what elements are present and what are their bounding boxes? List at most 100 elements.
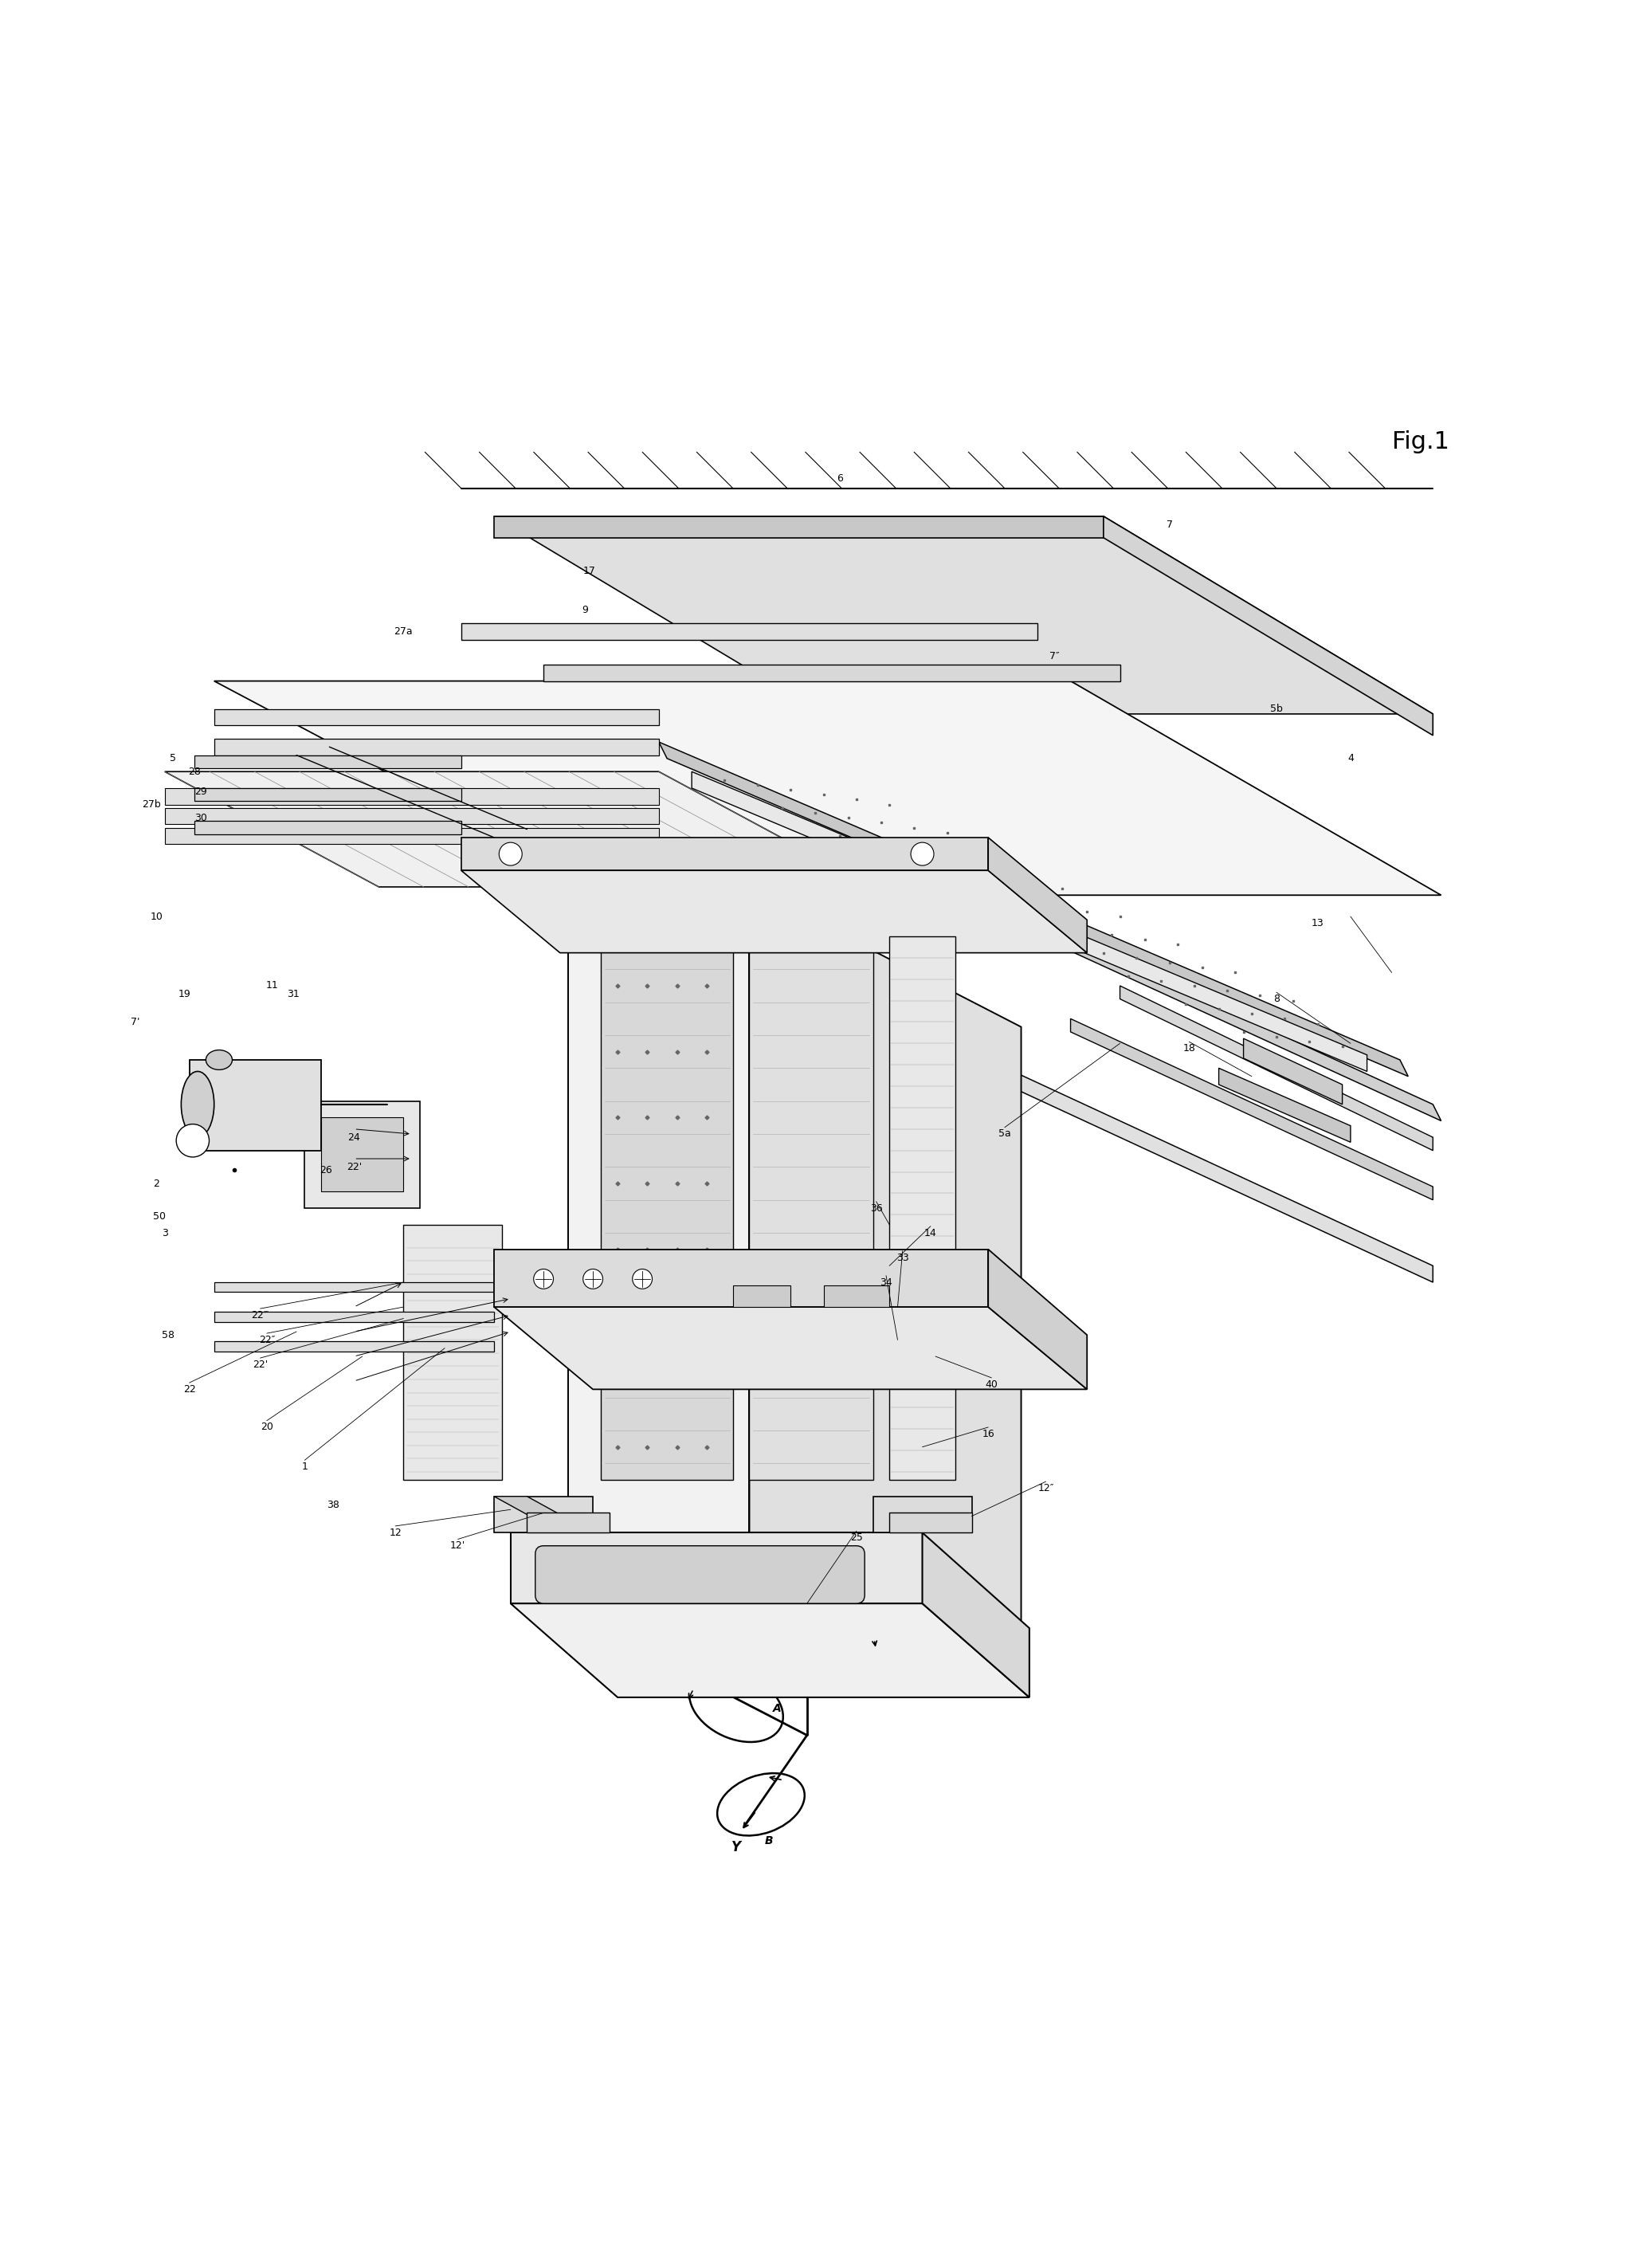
Text: 8: 8 — [1273, 993, 1280, 1005]
Text: 9: 9 — [581, 606, 588, 615]
Polygon shape — [194, 821, 461, 835]
Polygon shape — [988, 1250, 1087, 1390]
Text: 12': 12' — [450, 1540, 466, 1551]
Text: 20: 20 — [260, 1422, 273, 1433]
Polygon shape — [873, 1497, 972, 1533]
Text: 13: 13 — [1311, 919, 1324, 928]
Polygon shape — [749, 912, 873, 1481]
Text: 28: 28 — [188, 767, 201, 778]
Polygon shape — [922, 871, 1441, 1120]
Text: 7″: 7″ — [1049, 651, 1059, 662]
Text: 17: 17 — [583, 565, 596, 576]
Polygon shape — [568, 887, 749, 1533]
Text: 10: 10 — [150, 912, 163, 921]
Text: 38: 38 — [326, 1499, 339, 1510]
Polygon shape — [1071, 1018, 1433, 1200]
Text: 7: 7 — [1166, 519, 1173, 531]
Text: B: B — [764, 1835, 774, 1846]
Polygon shape — [1219, 1068, 1351, 1143]
Circle shape — [911, 841, 934, 866]
Text: 22': 22' — [346, 1161, 362, 1173]
Polygon shape — [214, 739, 659, 755]
Text: 2: 2 — [153, 1179, 160, 1188]
Polygon shape — [214, 1281, 494, 1293]
Text: 6: 6 — [837, 474, 843, 483]
Polygon shape — [1243, 1039, 1342, 1105]
Text: 16: 16 — [982, 1429, 995, 1438]
Circle shape — [583, 1270, 603, 1288]
Polygon shape — [494, 1306, 1087, 1390]
Polygon shape — [1103, 517, 1433, 735]
Polygon shape — [511, 1533, 922, 1603]
Polygon shape — [511, 1603, 1029, 1696]
Text: 27a: 27a — [394, 626, 413, 637]
Polygon shape — [692, 771, 1367, 1070]
Ellipse shape — [181, 1070, 214, 1136]
Polygon shape — [988, 837, 1087, 953]
Text: 14: 14 — [924, 1227, 937, 1238]
Text: 36: 36 — [870, 1202, 883, 1213]
Text: 34: 34 — [879, 1277, 893, 1288]
Polygon shape — [461, 837, 988, 871]
Polygon shape — [988, 1059, 1433, 1281]
Polygon shape — [214, 1311, 494, 1322]
Text: Y: Y — [731, 1839, 741, 1855]
Text: 33: 33 — [896, 1252, 909, 1263]
Circle shape — [499, 841, 522, 866]
Text: X: X — [682, 1672, 692, 1687]
Polygon shape — [922, 1533, 1029, 1696]
Polygon shape — [165, 807, 659, 823]
Text: 5: 5 — [170, 753, 176, 764]
Polygon shape — [461, 624, 1038, 640]
Text: Z: Z — [822, 1603, 832, 1617]
Polygon shape — [461, 871, 1087, 953]
Text: 58: 58 — [161, 1329, 175, 1340]
Text: 3: 3 — [161, 1227, 168, 1238]
Polygon shape — [194, 755, 461, 769]
Circle shape — [176, 1125, 209, 1157]
Circle shape — [534, 1270, 553, 1288]
Polygon shape — [189, 1059, 321, 1150]
Text: 30: 30 — [194, 812, 208, 823]
Text: 22: 22 — [183, 1383, 196, 1395]
Text: 26: 26 — [320, 1166, 333, 1175]
Polygon shape — [305, 1100, 420, 1209]
Polygon shape — [494, 517, 1433, 714]
Polygon shape — [749, 887, 1021, 1644]
Text: 11: 11 — [265, 980, 278, 991]
Text: 12″: 12″ — [1038, 1483, 1054, 1492]
Polygon shape — [889, 937, 955, 1481]
Text: 22': 22' — [252, 1359, 268, 1370]
Polygon shape — [321, 1118, 404, 1191]
Polygon shape — [404, 1225, 502, 1481]
Text: A: A — [772, 1703, 782, 1715]
Polygon shape — [527, 1513, 609, 1533]
Polygon shape — [214, 1343, 494, 1352]
Text: Fig.1: Fig.1 — [1392, 431, 1449, 454]
Polygon shape — [494, 1497, 593, 1533]
Text: 27b: 27b — [142, 798, 161, 810]
Text: 5a: 5a — [998, 1129, 1011, 1139]
Polygon shape — [165, 787, 659, 805]
Circle shape — [632, 1270, 652, 1288]
Polygon shape — [214, 710, 659, 726]
Text: 12: 12 — [389, 1526, 402, 1538]
Polygon shape — [601, 912, 733, 1481]
Polygon shape — [494, 1250, 988, 1306]
Text: 1: 1 — [301, 1461, 308, 1472]
Text: 19: 19 — [178, 989, 191, 1000]
Polygon shape — [165, 828, 659, 844]
Polygon shape — [494, 1497, 593, 1533]
Polygon shape — [889, 1513, 972, 1533]
Polygon shape — [165, 771, 873, 887]
Polygon shape — [194, 787, 461, 801]
Text: 22″: 22″ — [259, 1336, 275, 1345]
Polygon shape — [214, 680, 1441, 896]
Text: 24: 24 — [348, 1132, 361, 1143]
Text: C: C — [881, 1637, 888, 1649]
Polygon shape — [824, 1286, 889, 1306]
Text: 5b: 5b — [1270, 703, 1283, 714]
Text: 31: 31 — [287, 989, 300, 1000]
Polygon shape — [733, 1286, 791, 1306]
Text: 4: 4 — [1347, 753, 1354, 764]
